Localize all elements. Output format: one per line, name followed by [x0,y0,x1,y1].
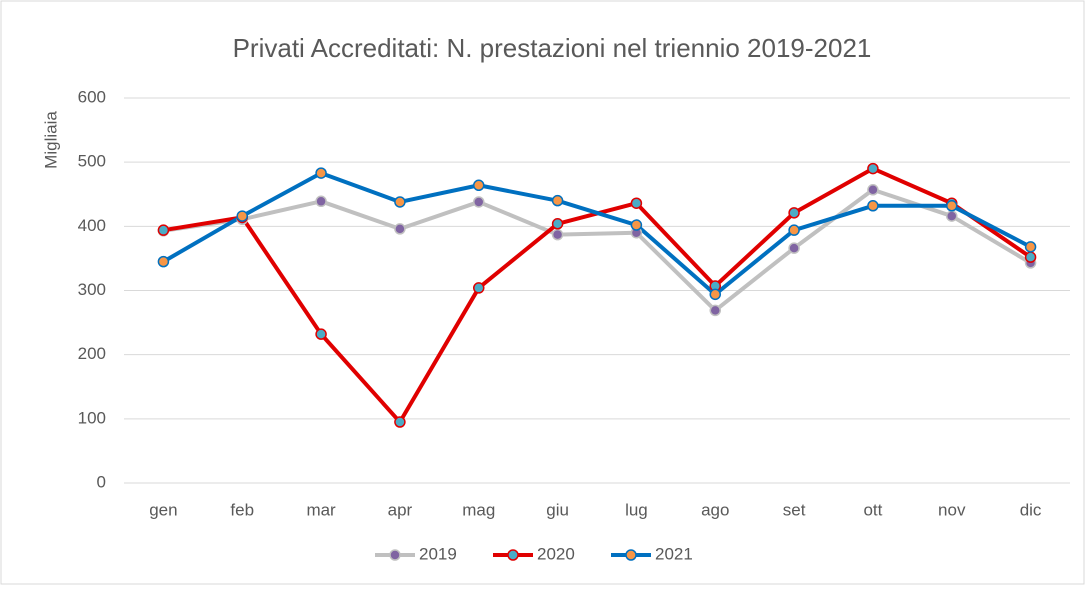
point [788,207,800,219]
x-tick-label: mag [462,500,495,519]
y-tick-label: 500 [78,152,106,171]
y-tick-label: 400 [78,216,106,235]
point [551,218,564,230]
point [551,194,564,207]
x-tick-label: ott [863,500,882,519]
point [394,416,406,428]
point [867,184,879,196]
point [315,328,327,340]
point [630,197,643,209]
point [473,196,485,208]
point [157,224,170,236]
point [473,282,485,294]
point [630,219,643,231]
x-tick-label: dic [1020,500,1042,519]
point [867,162,879,175]
point [1024,251,1037,263]
point [946,210,958,222]
point [551,228,564,241]
legend-label: 2019 [419,544,457,563]
x-tick-label: ago [701,500,729,519]
x-tick-label: mar [306,500,336,519]
point [157,255,170,268]
y-axis-label: Migliaia [41,111,60,169]
point [788,242,800,254]
point [1024,241,1037,253]
point [394,196,406,208]
y-tick-label: 300 [78,280,106,299]
legend-label: 2021 [655,544,693,563]
series-line [163,187,1032,313]
point [709,304,721,317]
y-tick-label: 100 [78,408,106,427]
x-tick-label: nov [938,500,966,519]
y-tick-label: 600 [78,87,106,106]
point [315,167,327,179]
point [709,288,721,301]
point [946,200,958,212]
point [788,224,800,236]
point [236,210,248,222]
y-tick-label: 0 [97,472,106,491]
x-tick-label: apr [388,500,413,519]
x-tick-label: gen [149,500,177,519]
point [315,195,327,208]
x-tick-label: feb [230,500,254,519]
point [867,200,879,212]
legend-marker [389,549,401,561]
x-tick-label: lug [625,500,648,519]
y-tick-label: 200 [78,344,106,363]
point [394,223,406,235]
point [473,179,485,192]
legend-marker [625,549,637,561]
legend-marker [507,549,519,561]
chart-title: Privati Accreditati: N. prestazioni nel … [233,33,872,63]
x-tick-label: giu [546,500,569,519]
legend-label: 2020 [537,544,575,563]
series-line [162,171,1032,297]
x-tick-label: set [783,500,806,519]
